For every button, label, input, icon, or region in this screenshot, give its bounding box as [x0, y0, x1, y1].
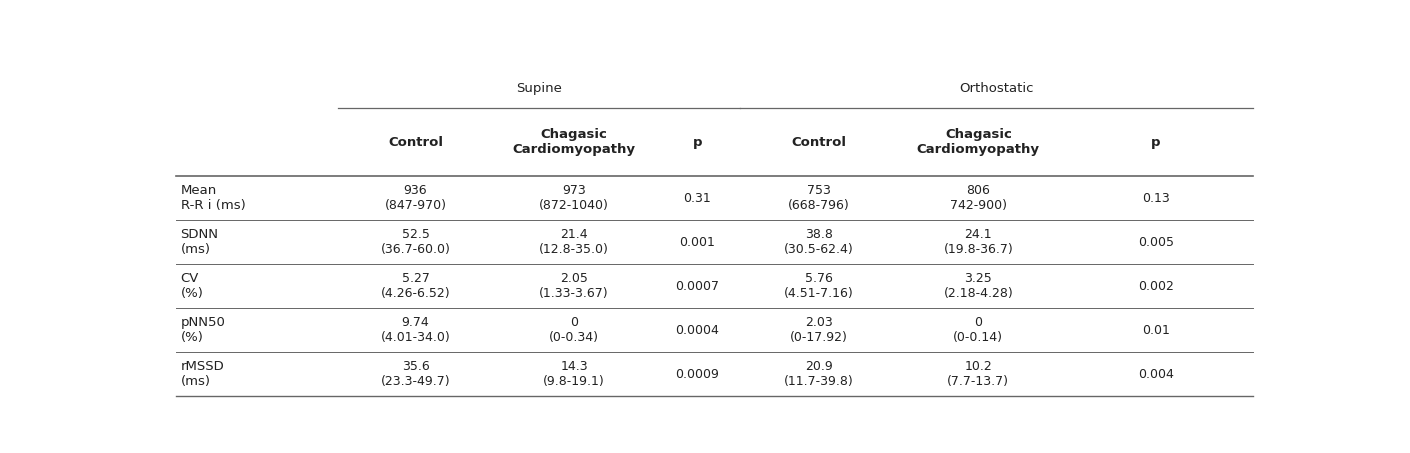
- Text: 10.2
(7.7-13.7): 10.2 (7.7-13.7): [948, 360, 1010, 388]
- Text: 0.0004: 0.0004: [675, 324, 719, 337]
- Text: 0
(0-0.14): 0 (0-0.14): [953, 316, 1004, 344]
- Text: 973
(872-1040): 973 (872-1040): [539, 184, 609, 212]
- Text: Chagasic
Cardiomyopathy: Chagasic Cardiomyopathy: [512, 129, 636, 156]
- Text: Control: Control: [388, 136, 443, 149]
- Text: Chagasic
Cardiomyopathy: Chagasic Cardiomyopathy: [916, 129, 1039, 156]
- Text: 0.01: 0.01: [1142, 324, 1170, 337]
- Text: 35.6
(23.3-49.7): 35.6 (23.3-49.7): [381, 360, 450, 388]
- Text: p: p: [1151, 136, 1160, 149]
- Text: 0.0007: 0.0007: [675, 280, 719, 293]
- Text: 0.31: 0.31: [684, 192, 712, 205]
- Text: 52.5
(36.7-60.0): 52.5 (36.7-60.0): [381, 228, 451, 256]
- Text: 2.03
(0-17.92): 2.03 (0-17.92): [790, 316, 847, 344]
- Text: 0.13: 0.13: [1142, 192, 1170, 205]
- Text: 9.74
(4.01-34.0): 9.74 (4.01-34.0): [381, 316, 450, 344]
- Text: SDNN
(ms): SDNN (ms): [180, 228, 219, 256]
- Text: 0.002: 0.002: [1138, 280, 1175, 293]
- Text: CV
(%): CV (%): [180, 272, 203, 300]
- Text: Supine: Supine: [516, 82, 563, 95]
- Text: 936
(847-970): 936 (847-970): [385, 184, 447, 212]
- Text: 20.9
(11.7-39.8): 20.9 (11.7-39.8): [784, 360, 853, 388]
- Text: 753
(668-796): 753 (668-796): [788, 184, 850, 212]
- Text: 0.004: 0.004: [1138, 368, 1175, 381]
- Text: 3.25
(2.18-4.28): 3.25 (2.18-4.28): [943, 272, 1014, 300]
- Text: 0.0009: 0.0009: [675, 368, 719, 381]
- Text: 2.05
(1.33-3.67): 2.05 (1.33-3.67): [539, 272, 609, 300]
- Text: 21.4
(12.8-35.0): 21.4 (12.8-35.0): [539, 228, 609, 256]
- Text: 14.3
(9.8-19.1): 14.3 (9.8-19.1): [543, 360, 605, 388]
- Text: 0.001: 0.001: [680, 236, 715, 249]
- Text: 24.1
(19.8-36.7): 24.1 (19.8-36.7): [943, 228, 1014, 256]
- Text: Mean
R-R i (ms): Mean R-R i (ms): [180, 184, 245, 212]
- Text: 38.8
(30.5-62.4): 38.8 (30.5-62.4): [784, 228, 853, 256]
- Text: rMSSD
(ms): rMSSD (ms): [180, 360, 224, 388]
- Text: Control: Control: [791, 136, 846, 149]
- Text: Orthostatic: Orthostatic: [959, 82, 1034, 95]
- Text: 806
742-900): 806 742-900): [950, 184, 1007, 212]
- Text: 5.27
(4.26-6.52): 5.27 (4.26-6.52): [381, 272, 450, 300]
- Text: pNN50
(%): pNN50 (%): [180, 316, 226, 344]
- Text: 0.005: 0.005: [1138, 236, 1175, 249]
- Text: 5.76
(4.51-7.16): 5.76 (4.51-7.16): [784, 272, 853, 300]
- Text: 0
(0-0.34): 0 (0-0.34): [548, 316, 599, 344]
- Text: p: p: [692, 136, 702, 149]
